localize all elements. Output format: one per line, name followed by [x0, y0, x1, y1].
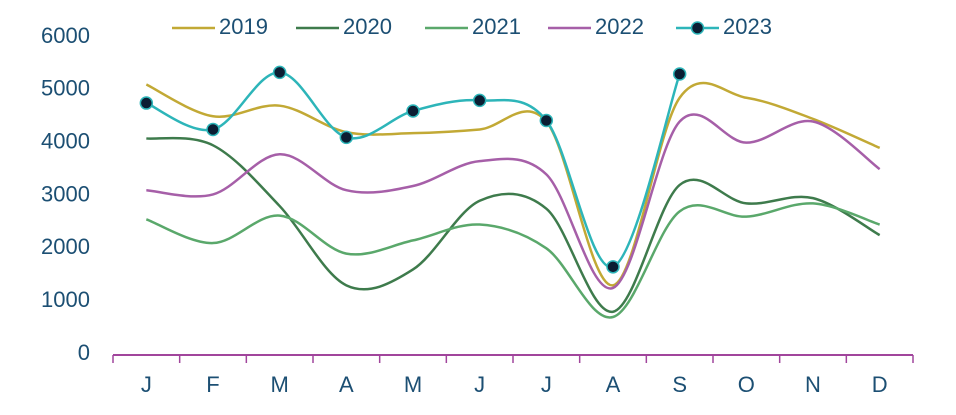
- y-tick-label: 3000: [41, 181, 90, 206]
- marker: [139, 96, 154, 110]
- y-tick-label: 1000: [41, 287, 90, 312]
- x-tick-label: A: [339, 372, 354, 397]
- legend-label: 2019: [219, 14, 268, 39]
- y-tick-label: 5000: [41, 76, 90, 101]
- line: [145, 202, 881, 319]
- x-tick-label: F: [206, 372, 219, 397]
- y-tick-label: 4000: [41, 128, 90, 153]
- legend-label: 2020: [343, 14, 392, 39]
- legend-label: 2023: [723, 14, 772, 39]
- marker: [339, 130, 354, 145]
- x-tick-label: N: [805, 372, 821, 397]
- marker: [606, 260, 620, 274]
- line: [146, 113, 881, 290]
- line: [145, 71, 681, 269]
- x-tick-label: M: [404, 372, 422, 397]
- x-tick-label: O: [738, 372, 755, 397]
- x-tick-label: D: [872, 372, 888, 397]
- legend-marker: [690, 21, 705, 35]
- x-tick-label: S: [672, 372, 687, 397]
- marker: [472, 93, 487, 108]
- legend-label: 2021: [472, 14, 521, 39]
- marker: [272, 65, 287, 80]
- marker: [406, 104, 420, 118]
- marker: [539, 113, 554, 128]
- marker: [672, 67, 687, 81]
- y-tick-label: 6000: [41, 23, 90, 48]
- line: [146, 136, 881, 313]
- y-tick-label: 2000: [41, 234, 90, 259]
- line: [145, 81, 881, 287]
- x-tick-label: A: [606, 372, 621, 397]
- y-tick-label: 0: [78, 340, 90, 365]
- x-tick-label: M: [271, 372, 289, 397]
- x-tick-label: J: [474, 372, 485, 397]
- x-tick-label: J: [541, 372, 552, 397]
- legend-label: 2022: [595, 14, 644, 39]
- marker: [206, 122, 220, 137]
- x-tick-label: J: [141, 372, 152, 397]
